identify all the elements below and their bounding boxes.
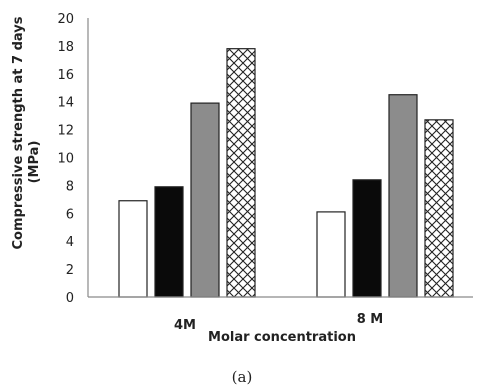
y-tick-label: 16 xyxy=(57,68,74,83)
bar-gray-group1 xyxy=(190,102,220,298)
y-tick-label: 8 xyxy=(66,179,74,194)
y-axis-ticks: 0 2 4 6 8 10 12 14 16 18 20 xyxy=(57,12,74,306)
y-tick-label: 18 xyxy=(57,40,74,55)
x-category-label: 8 M xyxy=(357,312,384,327)
y-tick-label: 14 xyxy=(57,96,74,111)
bar-black-group2 xyxy=(352,179,382,298)
bar-crosshatch-group1 xyxy=(226,48,256,298)
y-tick-label: 4 xyxy=(66,235,74,250)
figure-caption: (a) xyxy=(232,368,253,386)
bar-white-group2 xyxy=(316,211,346,298)
y-axis-label-line2: (MPa) xyxy=(27,141,42,184)
bar-group xyxy=(118,48,454,298)
y-axis-label-line1: Compressive strength at 7 days xyxy=(11,16,26,249)
bar-gray-group2 xyxy=(388,94,418,298)
y-tick-label: 12 xyxy=(57,124,74,139)
y-tick-label: 20 xyxy=(57,12,74,27)
y-tick-label: 2 xyxy=(66,263,74,278)
bar-white-group1 xyxy=(118,200,148,298)
x-axis-categories: 4M 8 M xyxy=(174,312,383,333)
bar-black-group1 xyxy=(154,186,184,298)
y-axis-label: Compressive strength at 7 days (MPa) xyxy=(11,16,42,249)
y-tick-label: 6 xyxy=(66,207,74,222)
y-tick-label: 0 xyxy=(66,291,74,306)
x-category-label: 4M xyxy=(174,318,196,333)
x-axis-label: Molar concentration xyxy=(208,330,356,345)
bar-crosshatch-group2 xyxy=(424,119,454,298)
y-tick-label: 10 xyxy=(57,152,74,167)
